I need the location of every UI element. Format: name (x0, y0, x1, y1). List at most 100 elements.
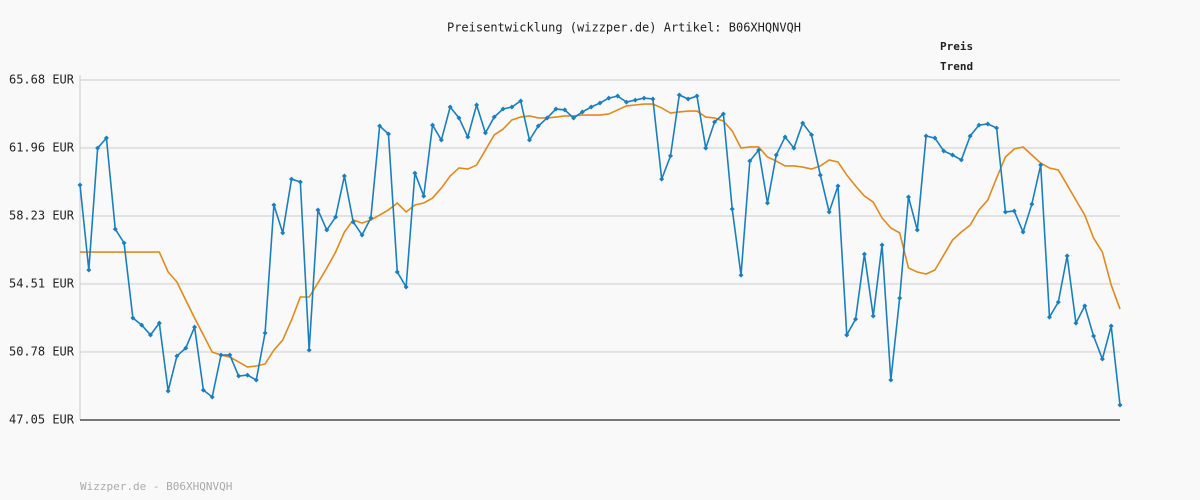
point (474, 102, 480, 108)
point (95, 145, 101, 151)
point (623, 99, 629, 105)
point (615, 93, 621, 99)
point (853, 316, 859, 322)
point (500, 106, 506, 112)
point (659, 176, 665, 182)
point (1064, 253, 1070, 259)
series-line (80, 103, 1121, 368)
point (958, 157, 964, 163)
point (950, 152, 956, 158)
point (165, 388, 171, 394)
point (1055, 299, 1061, 305)
point (139, 322, 145, 328)
point (509, 104, 515, 110)
point (756, 147, 762, 153)
point (403, 284, 409, 290)
point (826, 209, 832, 215)
point (597, 100, 603, 106)
point (1011, 208, 1017, 214)
point (632, 97, 638, 103)
point (606, 95, 612, 101)
point (350, 219, 356, 225)
point (297, 179, 303, 185)
footer: Wizzper.de - B06XHQNVQH (80, 480, 232, 493)
point (1099, 356, 1105, 362)
point (773, 152, 779, 158)
point (148, 332, 154, 338)
point (720, 111, 726, 117)
point (333, 214, 339, 220)
point (668, 153, 674, 159)
point (77, 182, 83, 188)
point (121, 240, 127, 246)
point (465, 134, 471, 140)
point (421, 193, 427, 199)
point (844, 332, 850, 338)
y-tick-label: 50.78 EUR (9, 344, 75, 358)
point (932, 135, 938, 141)
point (306, 347, 312, 353)
point (86, 267, 92, 273)
y-tick-label: 47.05 EUR (9, 413, 75, 427)
point (1073, 320, 1079, 326)
point (703, 145, 709, 151)
point (712, 119, 718, 125)
point (526, 137, 532, 143)
point (447, 104, 453, 110)
point (200, 387, 206, 393)
point (571, 115, 577, 121)
y-tick-label: 65.68 EUR (9, 73, 75, 87)
point (130, 315, 136, 321)
y-tick-label: 61.96 EUR (9, 140, 75, 154)
point (315, 207, 321, 213)
point (976, 122, 982, 128)
point (544, 115, 550, 121)
point (280, 230, 286, 236)
y-tick-label: 54.51 EUR (9, 276, 75, 290)
point (1108, 323, 1114, 329)
point (482, 130, 488, 136)
point (985, 121, 991, 127)
point (650, 96, 656, 102)
point (412, 170, 418, 176)
point (764, 200, 770, 206)
point (227, 352, 233, 358)
point (817, 172, 823, 178)
point (870, 313, 876, 319)
point (791, 145, 797, 151)
point (562, 107, 568, 113)
point (156, 320, 162, 326)
point (262, 330, 268, 336)
point (994, 125, 1000, 131)
point (1046, 314, 1052, 320)
point (385, 131, 391, 137)
point (253, 377, 259, 383)
point (218, 352, 224, 358)
point (782, 134, 788, 140)
point (1029, 201, 1035, 207)
point (1091, 333, 1097, 339)
point (879, 242, 885, 248)
point (192, 324, 198, 330)
chart-title: Preisentwicklung (wizzper.de) Artikel: B… (447, 21, 801, 35)
point (941, 148, 947, 154)
point (535, 123, 541, 129)
point (456, 115, 462, 121)
point (244, 372, 250, 378)
point (967, 133, 973, 139)
point (694, 93, 700, 99)
legend-label: Trend (940, 60, 973, 73)
point (861, 251, 867, 257)
point (112, 226, 118, 232)
point (1002, 209, 1008, 215)
point (914, 227, 920, 233)
point (438, 137, 444, 143)
point (209, 394, 215, 400)
point (676, 92, 682, 98)
point (368, 215, 374, 221)
point (518, 98, 524, 104)
point (174, 353, 180, 359)
point (905, 194, 911, 200)
